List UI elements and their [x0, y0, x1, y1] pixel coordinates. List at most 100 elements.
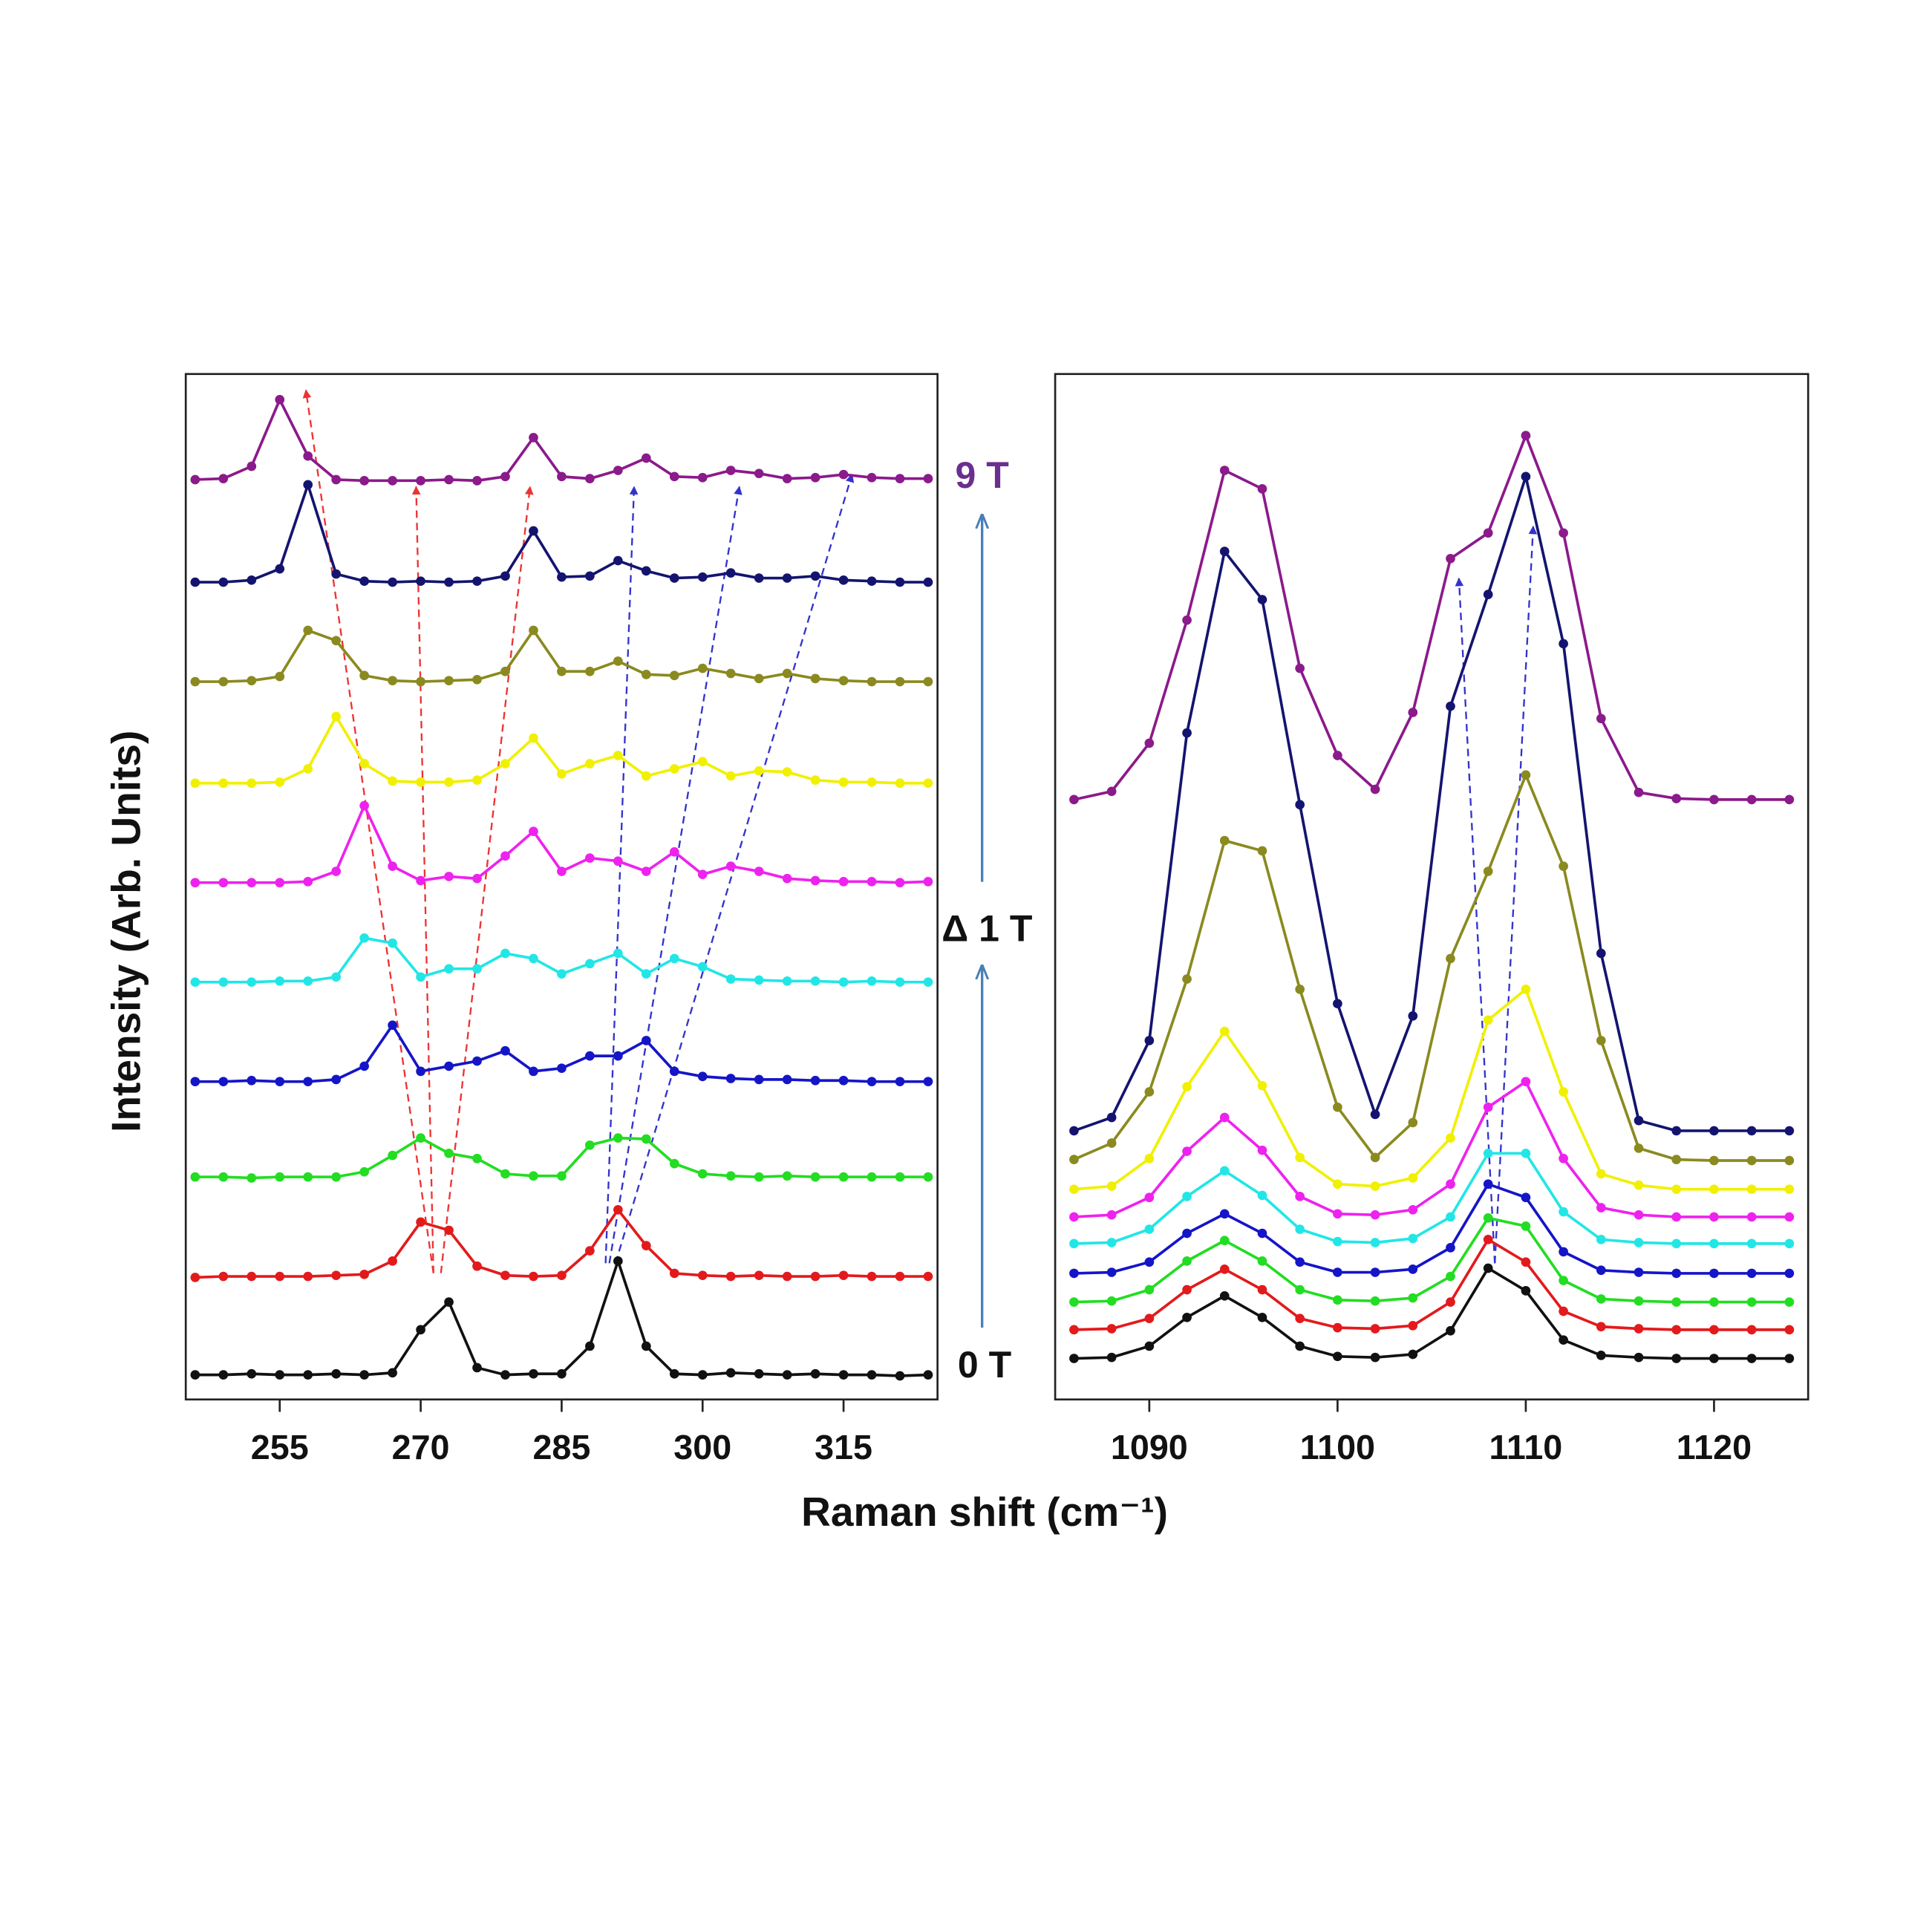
data-point — [1446, 1243, 1455, 1253]
data-point — [1446, 1133, 1455, 1143]
data-point — [1521, 1286, 1531, 1296]
data-point — [895, 878, 905, 888]
data-point — [1295, 800, 1305, 810]
data-point — [697, 869, 708, 880]
data-point — [867, 1077, 877, 1086]
data-point — [585, 853, 595, 863]
data-point — [359, 800, 369, 811]
data-point — [697, 663, 708, 673]
data-point — [669, 573, 679, 583]
data-point — [1784, 1297, 1795, 1307]
data-point — [1559, 1247, 1568, 1257]
data-point — [331, 474, 342, 485]
data-point — [1634, 1238, 1644, 1247]
data-point — [1709, 1238, 1719, 1249]
data-point — [867, 1370, 877, 1380]
data-point — [1671, 1212, 1682, 1222]
data-point — [331, 1074, 342, 1085]
data-point — [303, 764, 313, 774]
data-point — [529, 1271, 538, 1282]
data-point — [1295, 985, 1305, 994]
data-point — [500, 471, 510, 482]
data-point — [1408, 1349, 1418, 1360]
data-point — [1483, 1213, 1493, 1223]
data-point — [190, 977, 200, 988]
data-point — [641, 670, 651, 679]
data-point — [1521, 1257, 1531, 1267]
data-point — [585, 571, 595, 581]
data-point — [1219, 1166, 1230, 1176]
data-point — [1106, 1238, 1117, 1247]
annotation: 9 T — [956, 454, 1010, 496]
data-point — [754, 975, 764, 985]
data-point — [669, 1268, 679, 1279]
data-point — [1784, 794, 1795, 805]
data-point — [1709, 1126, 1719, 1136]
data-point — [1333, 1295, 1342, 1305]
data-point — [444, 1225, 454, 1236]
data-point — [472, 576, 482, 587]
data-point — [218, 1077, 229, 1086]
data-point — [585, 474, 595, 483]
data-point — [1521, 1192, 1531, 1203]
data-point — [1333, 751, 1342, 760]
data-point — [1634, 1180, 1644, 1190]
data-point — [275, 777, 285, 787]
data-point — [529, 526, 538, 536]
data-point — [1106, 1112, 1117, 1123]
data-point — [529, 1171, 538, 1181]
data-point — [218, 977, 229, 988]
data-point — [1182, 974, 1192, 984]
data-point — [923, 977, 933, 988]
data-point — [1671, 1268, 1682, 1279]
data-point — [782, 767, 792, 777]
data-point — [782, 1171, 792, 1181]
data-point — [247, 1075, 257, 1086]
data-point — [500, 571, 510, 581]
data-point — [529, 1368, 538, 1379]
data-point — [1709, 1354, 1719, 1363]
data-point — [472, 873, 482, 884]
data-point — [1746, 1268, 1757, 1279]
data-point — [190, 778, 200, 789]
data-point — [838, 877, 849, 887]
data-point — [754, 1074, 764, 1085]
data-point — [190, 1273, 200, 1282]
data-point — [331, 1368, 342, 1379]
data-point — [1182, 1191, 1192, 1201]
data-point — [1333, 1351, 1342, 1362]
data-point — [585, 1051, 595, 1061]
data-point — [1784, 1155, 1795, 1166]
data-point — [416, 1133, 425, 1143]
data-point — [725, 1074, 736, 1083]
spectrum-line — [1074, 1182, 1789, 1275]
data-point — [1295, 1224, 1305, 1234]
data-point — [1671, 794, 1682, 803]
data-point — [838, 977, 849, 988]
data-point — [697, 572, 708, 582]
data-point — [725, 668, 736, 679]
data-point — [529, 1066, 538, 1077]
data-point — [1069, 794, 1079, 805]
spectrum-line — [1074, 1266, 1789, 1360]
data-point — [669, 764, 679, 774]
data-point — [1333, 1267, 1342, 1277]
data-point — [1295, 1152, 1305, 1163]
data-point — [867, 676, 877, 687]
data-point — [1069, 1212, 1079, 1222]
data-point — [923, 1077, 933, 1086]
data-point — [613, 1133, 623, 1143]
data-point — [1746, 1126, 1757, 1136]
data-point — [641, 969, 651, 979]
data-point — [190, 878, 200, 888]
data-point — [1483, 1148, 1493, 1158]
data-point — [669, 953, 679, 964]
data-point — [1784, 1325, 1795, 1335]
data-point — [1634, 1143, 1644, 1153]
data-point — [1257, 1145, 1267, 1155]
data-point — [444, 777, 454, 787]
x-tick-label: 1120 — [1677, 1428, 1752, 1466]
data-point — [1106, 786, 1117, 797]
data-point — [1596, 1036, 1606, 1045]
data-point — [782, 976, 792, 986]
